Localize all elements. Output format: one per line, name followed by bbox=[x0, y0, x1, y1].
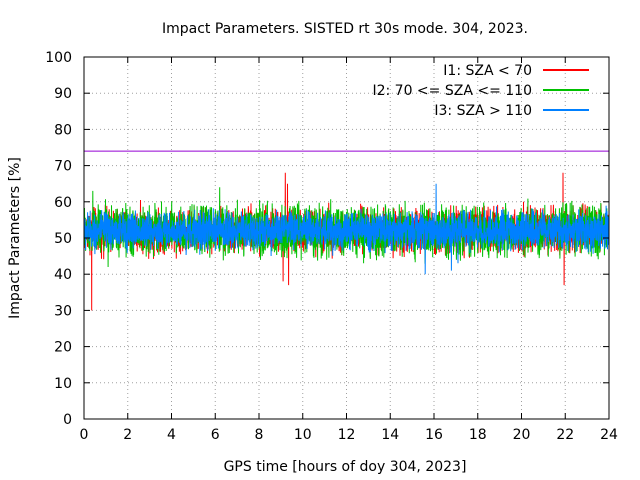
legend-label-i1: I1: SZA < 70 bbox=[443, 63, 532, 79]
x-tick-label: 6 bbox=[211, 427, 220, 443]
y-tick-label: 50 bbox=[54, 231, 72, 247]
y-tick-label: 30 bbox=[54, 303, 72, 319]
x-tick-label: 12 bbox=[338, 427, 356, 443]
y-tick-label: 0 bbox=[63, 412, 72, 428]
y-tick-label: 70 bbox=[54, 159, 72, 175]
legend: I1: SZA < 70 I2: 70 <= SZA <= 110 I3: SZA … bbox=[372, 63, 589, 119]
tick-labels: 0 2 4 6 8 10 12 14 16 18 20 22 240102030405060708090… bbox=[45, 50, 618, 443]
y-tick-label: 10 bbox=[54, 376, 72, 392]
chart-title: Impact Parameters. SISTED rt 30s mode. 3… bbox=[162, 21, 528, 37]
x-tick-label: 4 bbox=[167, 427, 176, 443]
x-tick-label: 16 bbox=[425, 427, 443, 443]
x-tick-label: 24 bbox=[600, 427, 618, 443]
legend-label-i2: I2: 70 <= SZA <= 110 bbox=[372, 83, 532, 99]
x-tick-label: 10 bbox=[294, 427, 312, 443]
y-tick-label: 20 bbox=[54, 340, 72, 356]
y-tick-label: 60 bbox=[54, 195, 72, 211]
y-tick-label: 80 bbox=[54, 122, 72, 138]
x-tick-label: 8 bbox=[255, 427, 264, 443]
y-tick-label: 90 bbox=[54, 86, 72, 102]
x-tick-label: 0 bbox=[80, 427, 89, 443]
x-axis-label: GPS time [hours of doy 304, 2023] bbox=[224, 459, 467, 475]
ticks bbox=[83, 56, 610, 420]
x-tick-label: 2 bbox=[123, 427, 132, 443]
y-axis-label: Impact Parameters [%] bbox=[7, 157, 23, 319]
y-tick-label: 40 bbox=[54, 267, 72, 283]
x-tick-label: 14 bbox=[381, 427, 399, 443]
x-tick-label: 18 bbox=[469, 427, 487, 443]
x-tick-label: 22 bbox=[556, 427, 574, 443]
series-line-i3 bbox=[83, 183, 610, 275]
y-tick-label: 100 bbox=[45, 50, 72, 66]
legend-label-i3: I3: SZA > 110 bbox=[434, 103, 532, 119]
series-layer bbox=[83, 172, 610, 311]
x-tick-label: 20 bbox=[513, 427, 531, 443]
